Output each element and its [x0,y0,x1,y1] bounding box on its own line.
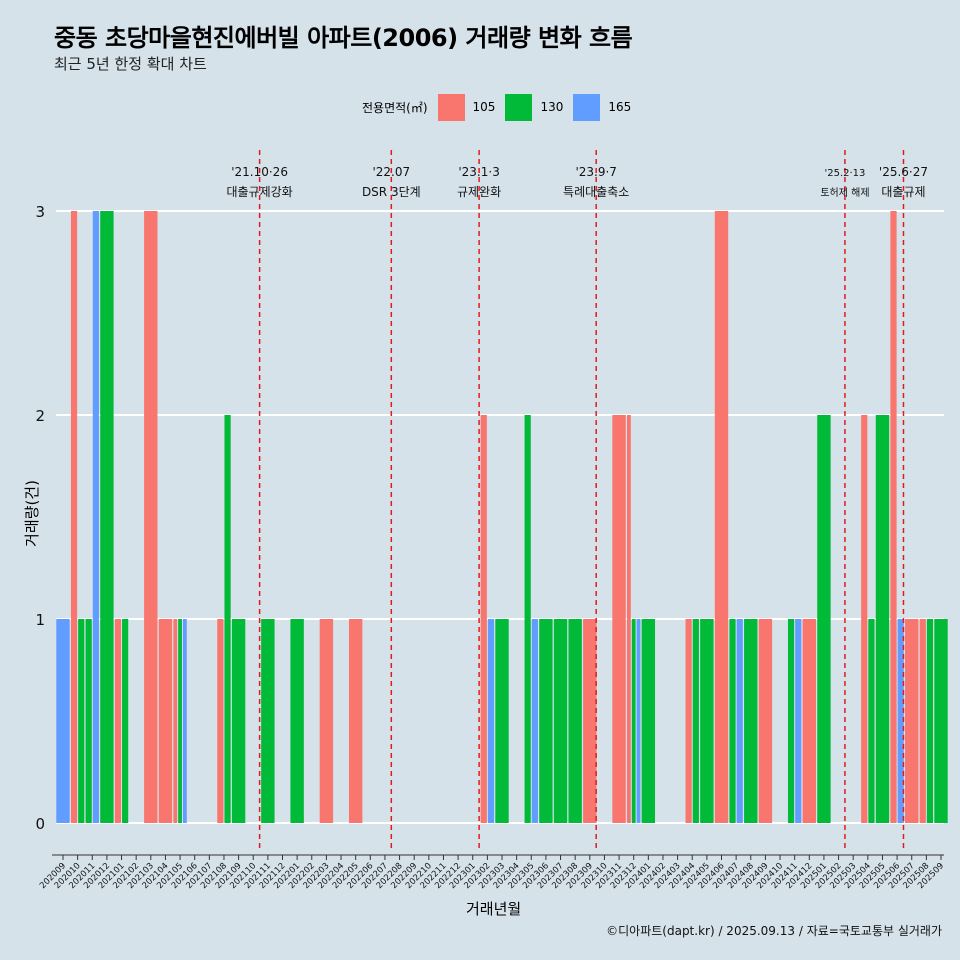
bar-202302-165 [487,619,495,823]
event-date-1: '22.07 [372,165,410,179]
y-tick-label-0: 0 [35,815,45,833]
bar-202203-105 [319,619,334,823]
bar-202306-130 [539,619,553,823]
bar-202105-130 [178,619,182,823]
bar-202311-105 [612,415,626,823]
event-date-5: '25.6·27 [879,165,928,179]
bar-202407-130 [729,619,736,823]
bar-202505-130 [875,415,890,823]
event-label-5: 대출규제 [881,185,925,199]
bar-202412-105 [802,619,816,823]
bar-202201-130 [290,619,304,823]
bar-202108-105 [217,619,224,823]
bar-202506-105 [890,211,897,823]
bar-202409-105 [758,619,773,823]
bar-202411-165 [795,619,802,823]
bar-202312-105 [627,415,631,823]
bar-202504-105 [861,415,868,823]
bar-202312-165 [636,619,641,823]
bar-202401-130 [641,619,656,823]
bar-202508-105 [919,619,926,823]
bar-202305-165 [531,619,538,823]
legend: 전용면적(㎡) 105 130 165 [362,92,641,122]
bar-202104-105 [158,619,173,823]
bar-202508-130 [926,619,934,823]
legend-label-105: 105 [472,100,496,114]
bar-202103-105 [144,211,158,823]
x-axis-title: 거래년월 [466,900,522,918]
bar-202009-165 [56,619,70,823]
bar-202111-130 [261,619,275,823]
event-date-3: '23.9·7 [575,165,616,179]
legend-label-130: 130 [540,100,564,114]
bar-202308-130 [568,619,582,823]
bar-202012-130 [100,211,114,823]
event-label-1: DSR 3단계 [362,185,421,199]
legend-title: 전용면적(㎡) [362,100,428,115]
bar-202305-130 [524,415,531,823]
bar-202405-130 [700,619,714,823]
bar-202205-105 [348,619,363,823]
bar-202406-105 [714,211,729,823]
bar-202312-130 [631,619,636,823]
source-caption: ©디아파트(dapt.kr) / 2025.09.13 / 자료=국토교통부 실… [606,924,942,938]
y-axis-title: 거래량(건) [22,480,41,547]
bar-202303-130 [495,619,509,823]
y-tick-label-3: 3 [35,203,45,221]
legend-item-165: 165 [573,93,633,121]
y-tick-label-1: 1 [35,611,45,629]
legend-label-165: 165 [608,100,632,114]
bar-202404-105 [685,619,692,823]
bar-202307-130 [553,619,568,823]
bar-202109-130 [231,619,246,823]
chart-title: 중동 초당마을현진에버빌 아파트(2006) 거래량 변화 흐름 [54,24,633,52]
event-date-2: '23.1·3 [458,165,499,179]
bar-202011-130 [85,619,92,823]
legend-item-105: 105 [437,93,498,121]
bar-202411-130 [787,619,795,823]
bar-202501-130 [817,415,831,823]
bar-202504-130 [868,619,875,823]
bar-202011-165 [92,211,99,823]
bar-202101-130 [122,619,129,823]
bar-202509-130 [934,619,948,823]
legend-swatch-130 [505,93,533,121]
bar-202010-130 [78,619,85,823]
legend-swatch-165 [573,93,601,121]
bar-202105-105 [173,619,178,823]
event-date-4: '25.2·13 [824,168,865,179]
bar-202010-105 [70,211,78,823]
event-label-4: 토허제 해제 [820,186,869,199]
event-label-2: 규제완화 [457,185,501,199]
legend-swatch-105 [437,93,465,121]
bar-202309-105 [583,619,597,823]
bar-202302-105 [480,415,487,823]
legend-item-130: 130 [505,93,565,121]
bar-202507-105 [905,619,919,823]
bar-202105-165 [182,619,187,823]
bar-202108-130 [224,415,231,823]
event-date-0: '21.10·26 [231,165,288,179]
y-tick-label-2: 2 [35,407,45,425]
bar-202506-165 [897,619,904,823]
event-label-0: 대출규제강화 [226,185,292,199]
bar-202404-130 [692,619,699,823]
event-label-3: 특례대출축소 [563,185,629,199]
bar-202408-130 [744,619,758,823]
bar-202407-165 [736,619,743,823]
bar-202101-105 [114,619,122,823]
chart-subtitle: 최근 5년 한정 확대 차트 [54,55,207,73]
